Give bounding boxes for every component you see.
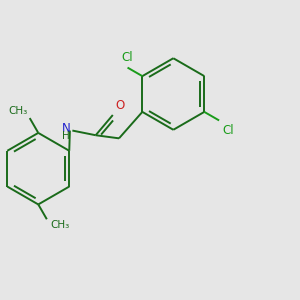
Text: Cl: Cl: [122, 51, 133, 64]
Text: Cl: Cl: [222, 124, 234, 137]
Text: H: H: [61, 131, 69, 141]
Text: CH₃: CH₃: [8, 106, 27, 116]
Text: O: O: [115, 99, 124, 112]
Text: N: N: [62, 122, 71, 135]
Text: CH₃: CH₃: [51, 220, 70, 230]
